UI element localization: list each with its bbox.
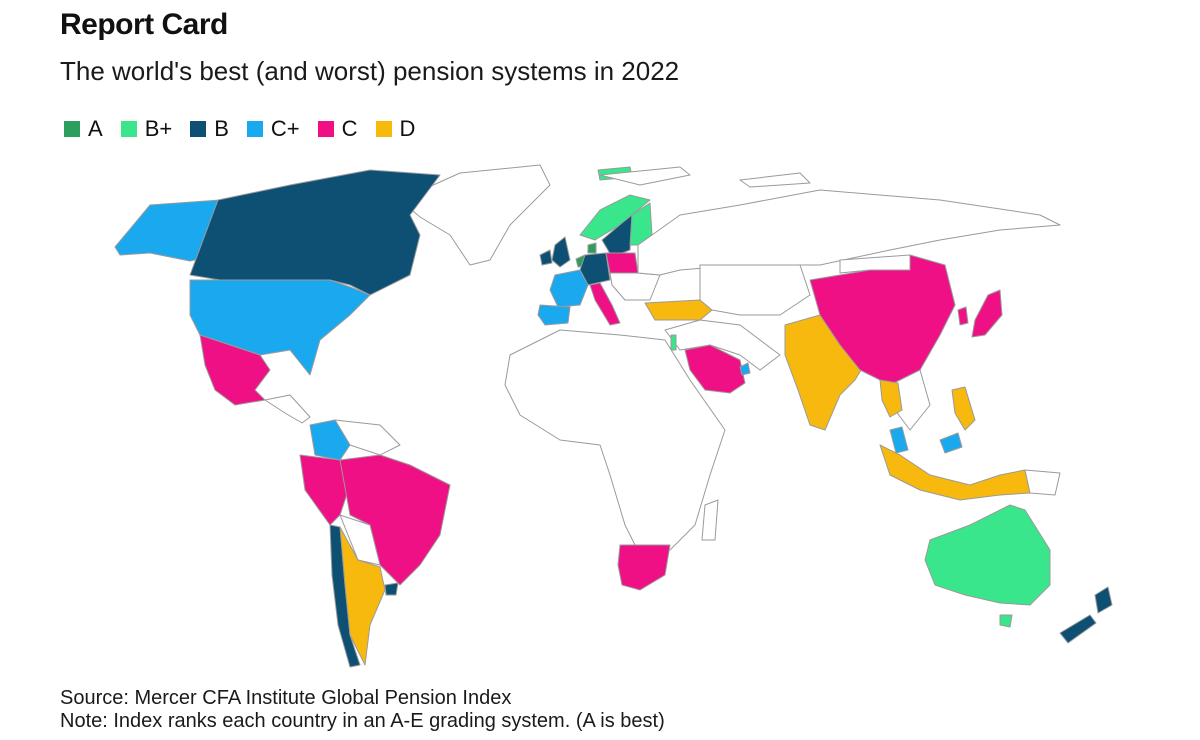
region-south-africa <box>617 544 671 591</box>
legend-swatch <box>190 121 207 137</box>
chart-title: Report Card <box>60 8 228 41</box>
legend-label: C+ <box>270 116 300 141</box>
region-germany <box>579 252 611 286</box>
region-new-zealand <box>1059 586 1113 644</box>
region-ireland <box>539 249 553 266</box>
legend-label: B <box>214 116 229 141</box>
legend: A B+ B C+ C D <box>64 116 433 142</box>
legend-label: A <box>88 116 103 141</box>
legend-item: D <box>375 116 416 142</box>
region-argentina <box>339 526 386 666</box>
legend-swatch <box>375 121 392 137</box>
legend-item: C+ <box>246 116 300 142</box>
region-middle-east <box>664 319 781 371</box>
region-italy <box>589 282 621 326</box>
legend-item: A <box>64 116 103 142</box>
region-uruguay <box>384 582 399 596</box>
region-spain <box>537 304 571 326</box>
world-map <box>114 164 1113 668</box>
region-australia <box>924 504 1051 606</box>
region-norway <box>579 194 651 241</box>
region-russia <box>637 189 1061 276</box>
region-tasmania <box>999 614 1013 628</box>
region-philippines <box>951 386 976 431</box>
region-south-korea <box>957 306 969 326</box>
legend-label: C <box>341 116 358 141</box>
region-thailand <box>879 379 903 418</box>
region-central-america <box>264 394 311 424</box>
region-indonesia <box>879 444 1031 501</box>
legend-label: D <box>399 116 416 141</box>
region-saudi-arabia <box>684 344 746 394</box>
region-madagascar <box>701 499 719 541</box>
region-canada <box>189 169 441 296</box>
region-france <box>549 269 589 308</box>
footer: Source: Mercer CFA Institute Global Pens… <box>60 687 665 733</box>
legend-swatch <box>64 121 80 137</box>
region-japan <box>971 289 1003 338</box>
region-central-asia <box>699 264 811 316</box>
region-poland <box>605 252 639 274</box>
legend-item: B <box>190 116 229 142</box>
region-uae <box>739 362 751 376</box>
legend-swatch <box>120 121 137 137</box>
region-united-kingdom <box>551 236 571 268</box>
region-bolivia-paraguay <box>339 514 381 566</box>
region-turkey <box>644 299 713 321</box>
chart-subtitle: The world's best (and worst) pension sys… <box>60 56 680 86</box>
legend-swatch <box>317 121 334 137</box>
region-papua <box>1024 469 1061 496</box>
legend-label: B+ <box>144 116 173 141</box>
region-denmark <box>587 242 597 254</box>
region-africa <box>504 329 726 556</box>
legend-item: C <box>317 116 358 142</box>
region-mongolia <box>839 254 911 274</box>
note-text: Note: Index ranks each country in an A-E… <box>60 710 665 732</box>
region-colombia <box>309 419 351 461</box>
legend-item: B+ <box>120 116 173 142</box>
source-text: Source: Mercer CFA Institute Global Pens… <box>60 687 512 709</box>
region-greenland <box>399 164 551 266</box>
region-brazil <box>339 454 451 586</box>
region-israel <box>670 334 677 351</box>
region-eastern-europe <box>609 272 661 301</box>
legend-swatch <box>246 121 263 137</box>
region-arctic-islands <box>599 166 811 188</box>
region-malaysia <box>889 426 963 454</box>
